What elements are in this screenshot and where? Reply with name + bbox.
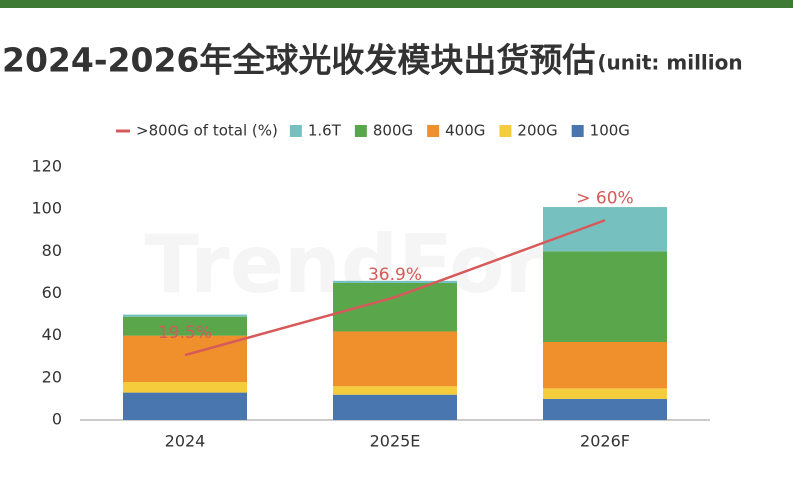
x-tick-label: 2025E <box>370 432 421 451</box>
legend-label: 200G <box>517 122 557 140</box>
y-tick-label: 100 <box>31 199 62 218</box>
legend-label: 1.6T <box>308 122 342 140</box>
legend-label: 100G <box>590 122 630 140</box>
bar-segment <box>123 382 247 393</box>
x-tick-label: 2024 <box>165 432 206 451</box>
chart-title: 2024-2026年全球光收发模块出货预估 <box>2 41 595 80</box>
bar-segment <box>543 388 667 399</box>
legend-label[interactable]: >800G of total (%) <box>136 122 278 140</box>
bar-segment <box>333 394 457 420</box>
y-tick-label: 20 <box>42 367 62 386</box>
legend-label: 800G <box>373 122 413 140</box>
bar-segment <box>333 282 457 332</box>
bar-segment <box>123 392 247 420</box>
bar-segment <box>543 207 667 252</box>
bar-segment <box>333 331 457 387</box>
legend-swatch <box>571 125 584 137</box>
y-tick-label: 80 <box>42 241 62 260</box>
x-tick-label: 2026F <box>580 432 630 451</box>
bar-segment <box>543 251 667 342</box>
line-series <box>184 219 606 357</box>
bar-segment <box>543 398 667 420</box>
legend-swatch <box>289 125 302 137</box>
y-tick-label: 60 <box>42 283 62 302</box>
legend-label: 400G <box>445 122 485 140</box>
line-label: 19.5% <box>158 323 212 343</box>
y-tick-label: 40 <box>42 325 62 344</box>
bar-segment <box>333 386 457 395</box>
bar-segment <box>123 314 247 317</box>
y-tick-label: 0 <box>52 410 62 429</box>
line-label: > 60% <box>576 188 633 208</box>
bar-segment <box>543 341 667 389</box>
bar-segment <box>333 280 457 283</box>
legend-swatch <box>427 125 440 137</box>
top-band <box>0 0 793 8</box>
legend-swatch <box>499 125 512 137</box>
bar-segment <box>123 316 247 336</box>
line-label: 36.9% <box>368 265 422 285</box>
y-tick-label: 120 <box>31 157 62 176</box>
chart-subtitle: (unit: million <box>597 51 742 75</box>
legend-swatch <box>354 125 367 137</box>
